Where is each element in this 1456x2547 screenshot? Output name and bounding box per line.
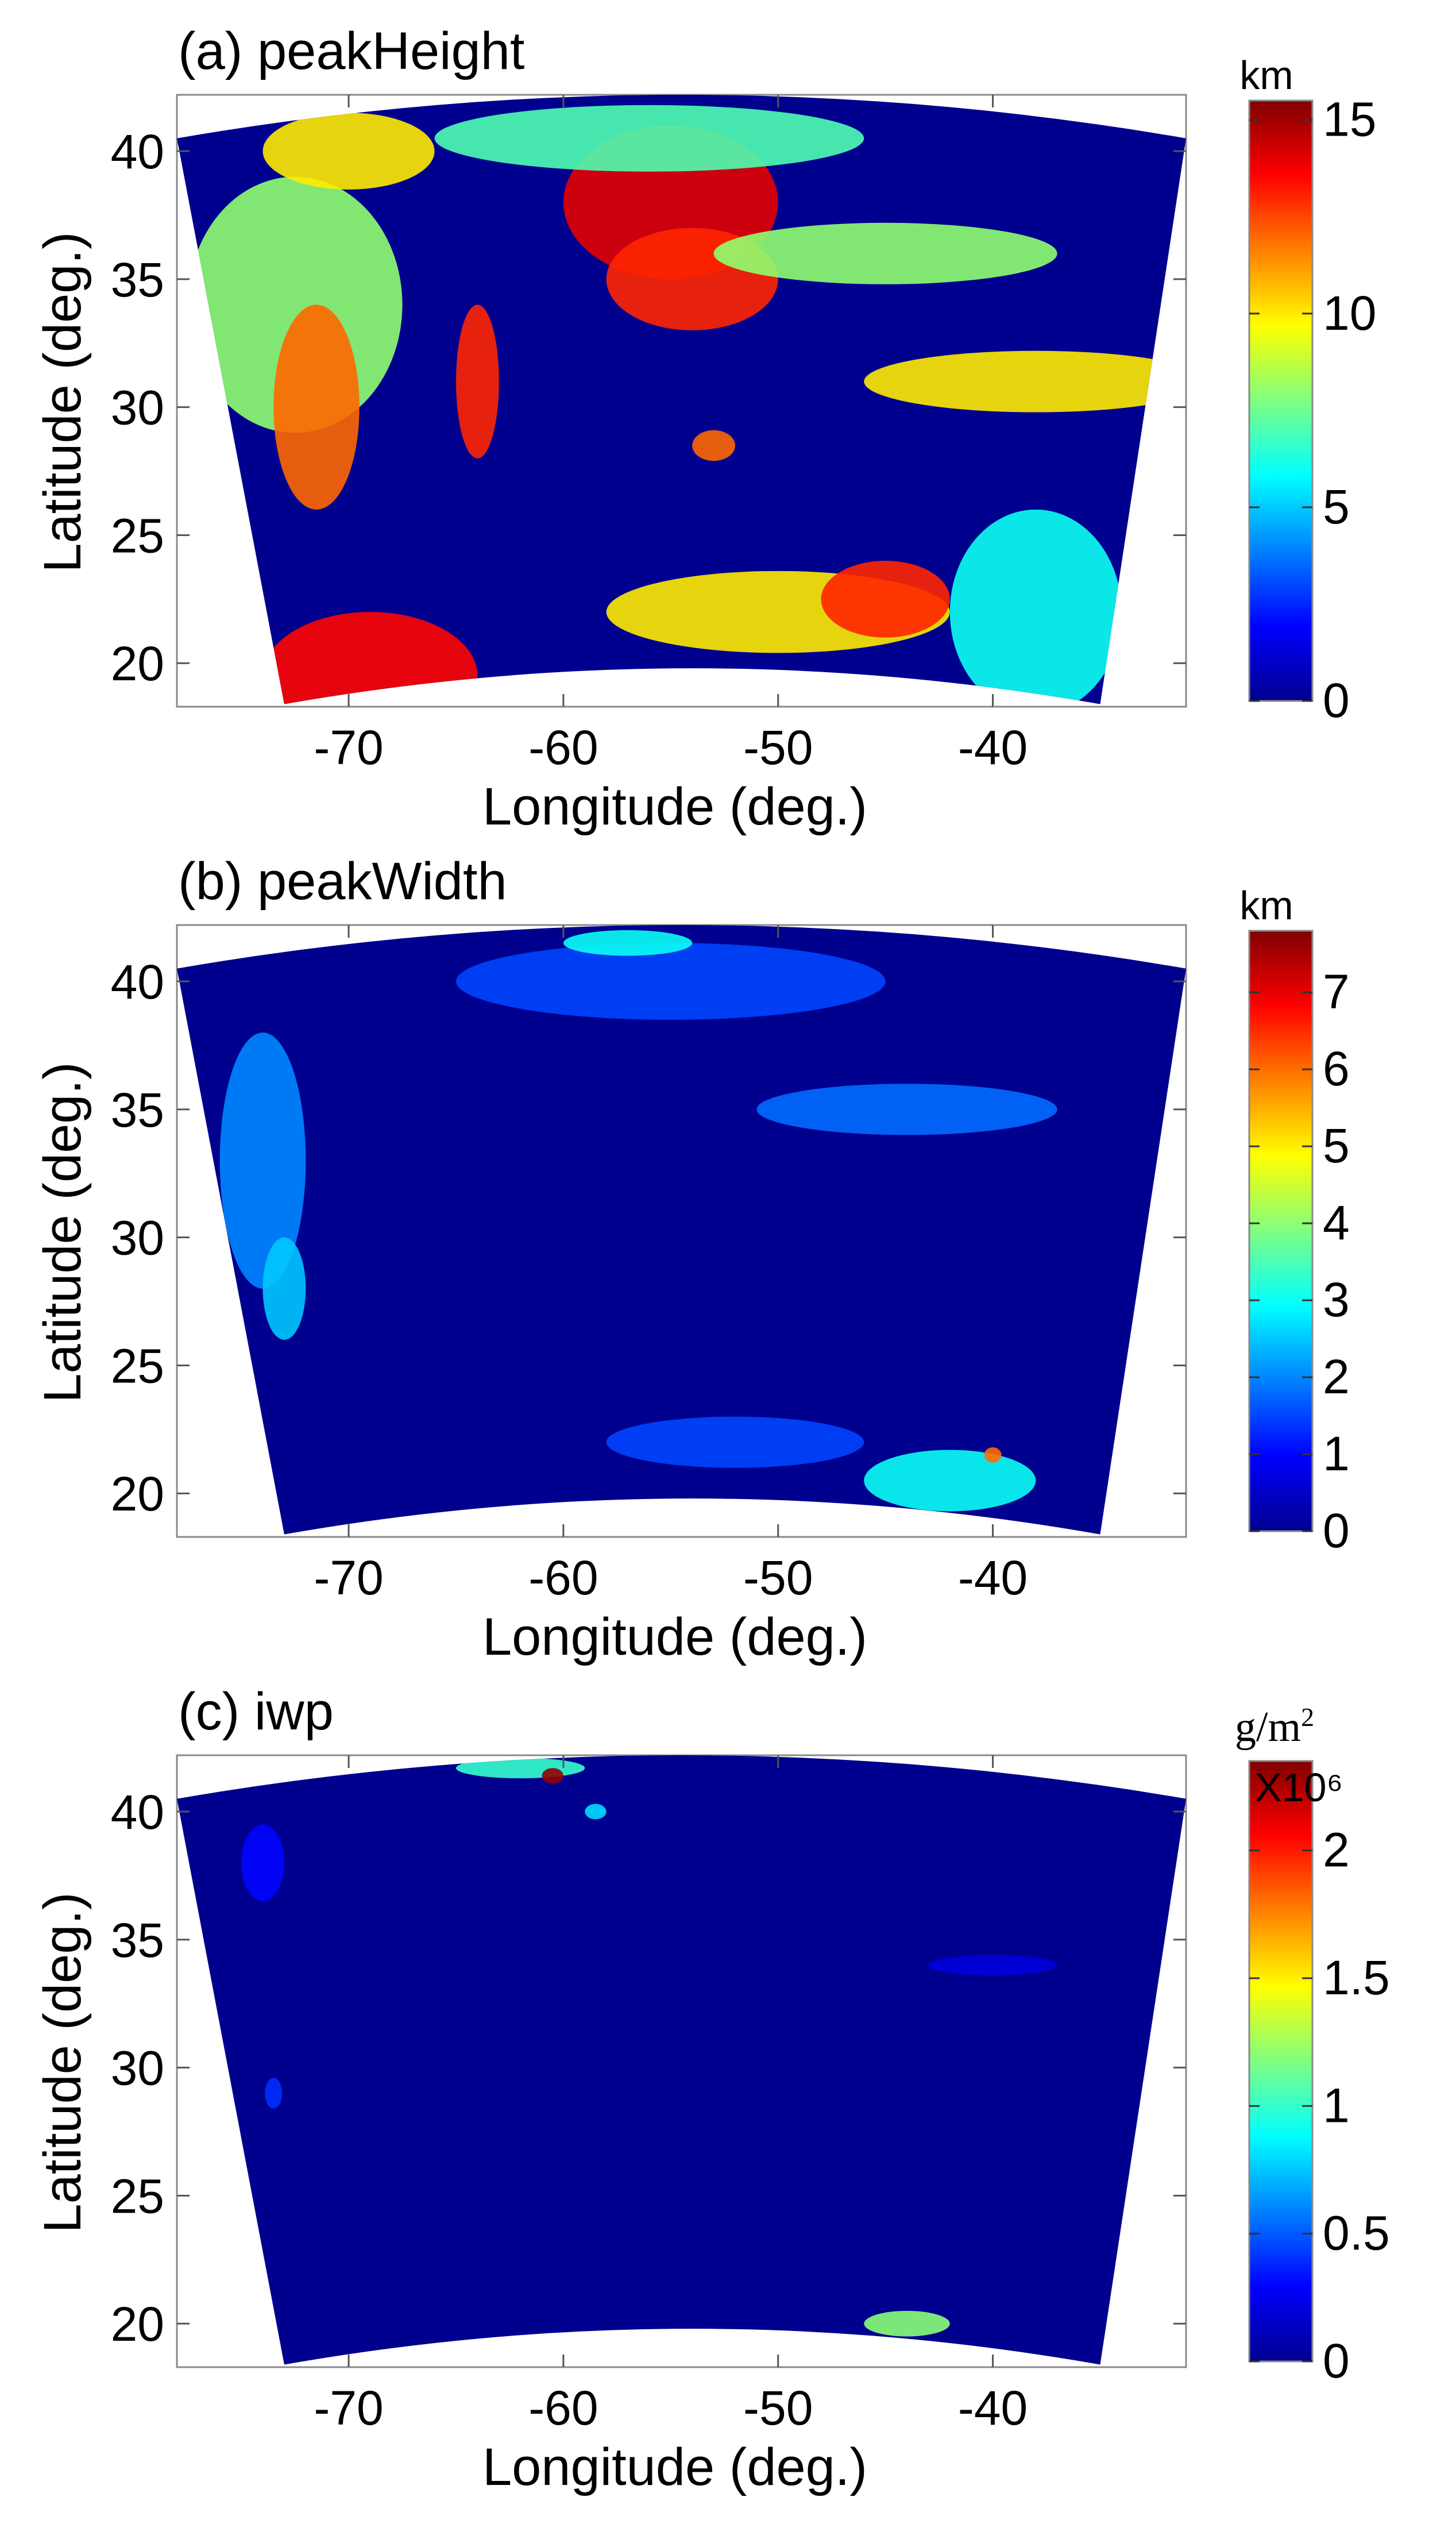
colorbar-gradient bbox=[1248, 1760, 1314, 2363]
heatmap-feature bbox=[563, 930, 693, 956]
x-axis-label: Longitude (deg.) bbox=[482, 1608, 867, 1666]
colorbar-gradient bbox=[1248, 99, 1314, 702]
heatmap-feature bbox=[606, 1416, 864, 1468]
heatmap-feature bbox=[928, 1955, 1057, 1976]
heatmap-feature bbox=[262, 612, 478, 704]
x-tick-label: -40 bbox=[958, 1551, 1028, 1605]
colorbar-tick-label: 1.5 bbox=[1323, 1951, 1390, 2005]
y-tick-label: 40 bbox=[111, 955, 164, 1009]
x-axis-label: Longitude (deg.) bbox=[482, 777, 867, 836]
heatmap-features bbox=[219, 930, 1057, 1512]
colorbar-tick-label: 10 bbox=[1323, 286, 1376, 340]
heatmap-feature bbox=[542, 1768, 563, 1784]
y-tick-label: 30 bbox=[111, 381, 164, 435]
colorbar-tick-label: 2 bbox=[1323, 1823, 1350, 1877]
heatmap-feature bbox=[241, 1824, 284, 1901]
colorbar-tick-label: 2 bbox=[1323, 1350, 1350, 1404]
heatmap-feature bbox=[713, 222, 1057, 284]
y-tick-label: 25 bbox=[111, 508, 164, 562]
heatmap-features bbox=[187, 105, 1186, 704]
colorbar-tick-label: 6 bbox=[1323, 1042, 1350, 1096]
x-tick-label: -70 bbox=[314, 720, 383, 774]
x-tick-label: -70 bbox=[314, 2381, 383, 2435]
colorbar-tick-label: 5 bbox=[1323, 1119, 1350, 1173]
colorbar-tick-label: 15 bbox=[1323, 93, 1376, 147]
colorbar: 0 5 10 15 km bbox=[1239, 53, 1376, 727]
heatmap-feature bbox=[585, 1804, 607, 1820]
colorbar-tick-label: 4 bbox=[1323, 1196, 1350, 1250]
heatmap-feature bbox=[821, 561, 950, 638]
heatmap-feature bbox=[262, 1237, 306, 1340]
x-tick-label: -60 bbox=[528, 2381, 598, 2435]
data-domain bbox=[177, 1755, 1186, 2365]
y-tick-label: 20 bbox=[111, 637, 164, 691]
x-tick-label: -60 bbox=[528, 1551, 598, 1605]
x-tick-label: -50 bbox=[743, 720, 813, 774]
colorbar-unit: km bbox=[1239, 53, 1293, 98]
x-tick-label: -50 bbox=[743, 1551, 813, 1605]
x-tick-label: -40 bbox=[958, 720, 1028, 774]
unit-base: g/m bbox=[1235, 1704, 1301, 1751]
colorbar-tick-label: 3 bbox=[1323, 1273, 1350, 1327]
x-tick-label: -50 bbox=[743, 2381, 813, 2435]
colorbar-gradient bbox=[1248, 930, 1314, 1532]
y-tick-label: 30 bbox=[111, 2041, 164, 2095]
panel-c-title: (c) iwp bbox=[178, 1682, 334, 1741]
heatmap-feature bbox=[692, 430, 735, 461]
y-tick-label: 25 bbox=[111, 1339, 164, 1393]
panel-a-title: (a) peakHeight bbox=[178, 22, 524, 80]
y-tick-label: 25 bbox=[111, 2169, 164, 2223]
colorbar-unit: km bbox=[1239, 883, 1293, 928]
y-tick-label: 35 bbox=[111, 1913, 164, 1967]
colorbar-tick-label: 1 bbox=[1323, 1427, 1350, 1481]
heatmap-feature bbox=[262, 113, 435, 190]
heatmap-feature bbox=[949, 509, 1122, 704]
colorbar-tick-label: 5 bbox=[1323, 480, 1350, 534]
y-tick-label: 35 bbox=[111, 253, 164, 307]
y-tick-label: 35 bbox=[111, 1083, 164, 1137]
data-domain bbox=[177, 925, 1186, 1535]
y-tick-label: 40 bbox=[111, 1785, 164, 1839]
heatmap-feature bbox=[265, 2078, 283, 2109]
y-tick-label: 20 bbox=[111, 2297, 164, 2351]
colorbar-tick-label: 0 bbox=[1323, 673, 1350, 727]
heatmap-feature bbox=[756, 1084, 1057, 1135]
y-tick-label: 40 bbox=[111, 125, 164, 179]
x-tick-label: -40 bbox=[958, 2381, 1028, 2435]
colorbar-tick-label: 0.5 bbox=[1323, 2206, 1390, 2260]
x-axis-label: Longitude (deg.) bbox=[482, 2438, 867, 2496]
heatmap-feature bbox=[219, 1032, 306, 1289]
panel-b-title: (b) peakWidth bbox=[178, 852, 507, 911]
colorbar-multiplier: X10⁶ bbox=[1255, 1765, 1343, 1810]
y-tick-label: 30 bbox=[111, 1211, 164, 1265]
unit-exponent: 2 bbox=[1301, 1702, 1314, 1732]
y-axis-label: Latitude (deg.) bbox=[33, 1062, 92, 1402]
colorbar-tick-label: 7 bbox=[1323, 965, 1350, 1019]
heatmap-features bbox=[241, 1758, 1057, 2337]
x-tick-label: -60 bbox=[528, 720, 598, 774]
heatmap-feature bbox=[864, 2310, 950, 2337]
colorbar: 00.511.52 g/m2 X10⁶ bbox=[1235, 1702, 1390, 2388]
colorbar-tick-label: 0 bbox=[1323, 2334, 1350, 2388]
panel-a: (a) peakHeight 20 25 30 35 40 -70 -60 -50 -40 L… bbox=[33, 22, 1376, 836]
y-axis-label: Latitude (deg.) bbox=[33, 1892, 92, 2233]
x-tick-label: -70 bbox=[314, 1551, 383, 1605]
heatmap-feature bbox=[455, 305, 499, 458]
heatmap-feature bbox=[273, 305, 360, 510]
y-tick-label: 20 bbox=[111, 1467, 164, 1521]
heatmap-feature bbox=[984, 1447, 1002, 1463]
heatmap-feature bbox=[434, 105, 864, 172]
colorbar-unit: g/m2 bbox=[1235, 1702, 1314, 1751]
colorbar-tick-label: 0 bbox=[1323, 1504, 1350, 1558]
y-axis-label: Latitude (deg.) bbox=[33, 232, 92, 572]
heatmap-feature bbox=[864, 1450, 1036, 1512]
heatmap-feature bbox=[455, 943, 886, 1020]
heatmap-feature bbox=[864, 350, 1186, 413]
colorbar: 0 1 2 3 4 5 6 7 km bbox=[1239, 883, 1349, 1558]
colorbar-tick-label: 1 bbox=[1323, 2078, 1350, 2132]
